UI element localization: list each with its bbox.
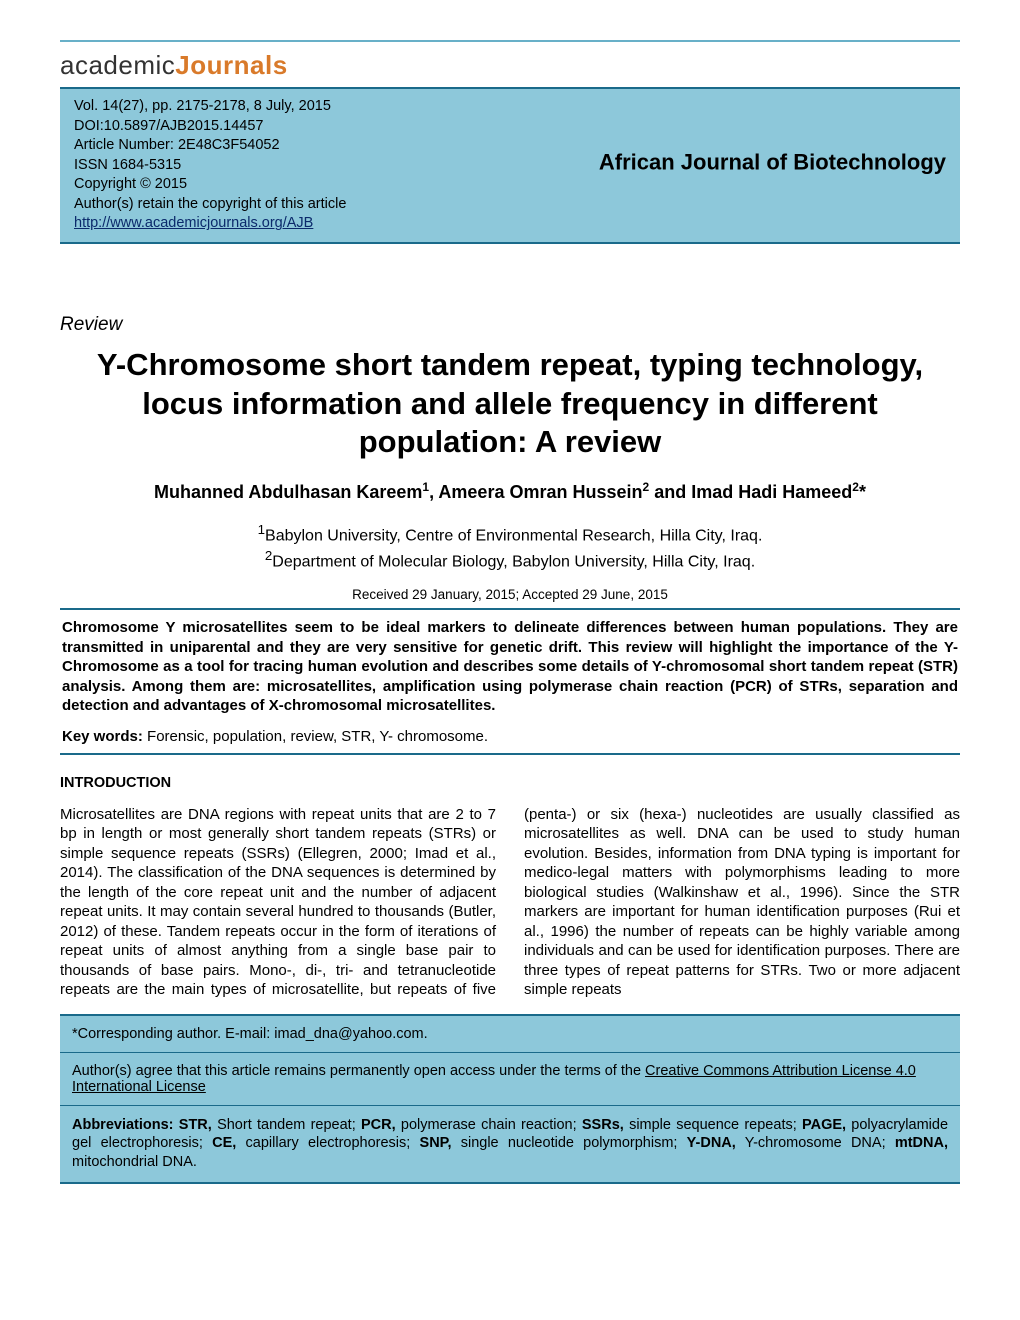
- abbr-pcr: PCR,: [361, 1117, 396, 1133]
- logo-part1: academic: [60, 50, 175, 80]
- abbr-mtdna-def: mitochondrial DNA.: [72, 1154, 197, 1170]
- copyright-line: Copyright © 2015: [74, 175, 506, 195]
- issn-line: ISSN 1684-5315: [74, 156, 506, 176]
- doi-line: DOI:10.5897/AJB2015.14457: [74, 117, 506, 137]
- author-1: Muhanned Abdulhasan Kareem: [154, 482, 422, 502]
- logo-part2: Journals: [175, 50, 287, 80]
- journal-name: African Journal of Biotechnology: [599, 150, 946, 176]
- abbr-str-def: Short tandem repeat;: [212, 1117, 361, 1133]
- abbr-str: STR,: [179, 1117, 212, 1133]
- abbr-page: PAGE,: [802, 1117, 846, 1133]
- dates-line: Received 29 January, 2015; Accepted 29 J…: [60, 587, 960, 602]
- abstract-text: Chromosome Y microsatellites seem to be …: [62, 618, 958, 716]
- abbr-snp-def: single nucleotide polymorphism;: [452, 1135, 687, 1151]
- author-2-sup: 2: [643, 480, 650, 494]
- abbreviations-block: Abbreviations: STR, Short tandem repeat;…: [60, 1105, 960, 1183]
- article-title: Y-Chromosome short tandem repeat, typing…: [60, 346, 960, 462]
- author-3-sup: 2: [852, 480, 859, 494]
- abbr-pcr-def: polymerase chain reaction;: [396, 1117, 582, 1133]
- keywords-text: Forensic, population, review, STR, Y- ch…: [143, 728, 488, 745]
- article-number: Article Number: 2E48C3F54052: [74, 136, 506, 156]
- keywords-label: Key words:: [62, 728, 143, 745]
- footer-box: *Corresponding author. E-mail: imad_dna@…: [60, 1014, 960, 1185]
- affiliations: 1Babylon University, Centre of Environme…: [60, 521, 960, 573]
- author-retain: Author(s) retain the copyright of this a…: [74, 195, 506, 215]
- journal-url-link[interactable]: http://www.academicjournals.org/AJB: [74, 215, 313, 231]
- affil-1: Babylon University, Centre of Environmen…: [265, 528, 762, 545]
- abbr-snp: SNP,: [420, 1135, 452, 1151]
- open-access-pre: Author(s) agree that this article remain…: [72, 1063, 645, 1079]
- abbr-ce-def: capillary electrophoresis;: [236, 1135, 419, 1151]
- vol-line: Vol. 14(27), pp. 2175-2178, 8 July, 2015: [74, 97, 506, 117]
- open-access-statement: Author(s) agree that this article remain…: [60, 1052, 960, 1105]
- abbr-ssrs-def: simple sequence repeats;: [624, 1117, 802, 1133]
- article-type: Review: [60, 314, 960, 336]
- abbr-ydna: Y-DNA,: [687, 1135, 736, 1151]
- abbr-mtdna: mtDNA,: [895, 1135, 948, 1151]
- corresponding-author: *Corresponding author. E-mail: imad_dna@…: [60, 1016, 960, 1052]
- abbr-label: Abbreviations:: [72, 1117, 179, 1133]
- keywords-line: Key words: Forensic, population, review,…: [62, 728, 958, 745]
- abstract-box: Chromosome Y microsatellites seem to be …: [60, 608, 960, 755]
- abbr-ssrs: SSRs,: [582, 1117, 624, 1133]
- author-2: Ameera Omran Hussein: [438, 482, 642, 502]
- metadata-left: Vol. 14(27), pp. 2175-2178, 8 July, 2015…: [60, 89, 520, 242]
- abbr-ydna-def: Y-chromosome DNA;: [736, 1135, 895, 1151]
- top-rule: [60, 40, 960, 42]
- authors-line: Muhanned Abdulhasan Kareem1, Ameera Omra…: [60, 480, 960, 503]
- section-heading-introduction: INTRODUCTION: [60, 775, 960, 791]
- affil-1-sup: 1: [258, 522, 265, 537]
- metadata-right: African Journal of Biotechnology: [520, 89, 960, 242]
- affil-2: Department of Molecular Biology, Babylon…: [272, 553, 755, 570]
- metadata-box: Vol. 14(27), pp. 2175-2178, 8 July, 2015…: [60, 87, 960, 244]
- publisher-logo: academicJournals: [60, 50, 960, 81]
- introduction-body: Microsatellites are DNA regions with rep…: [60, 805, 960, 1000]
- abbr-ce: CE,: [212, 1135, 236, 1151]
- author-3: Imad Hadi Hameed: [691, 482, 852, 502]
- author-1-sup: 1: [422, 480, 429, 494]
